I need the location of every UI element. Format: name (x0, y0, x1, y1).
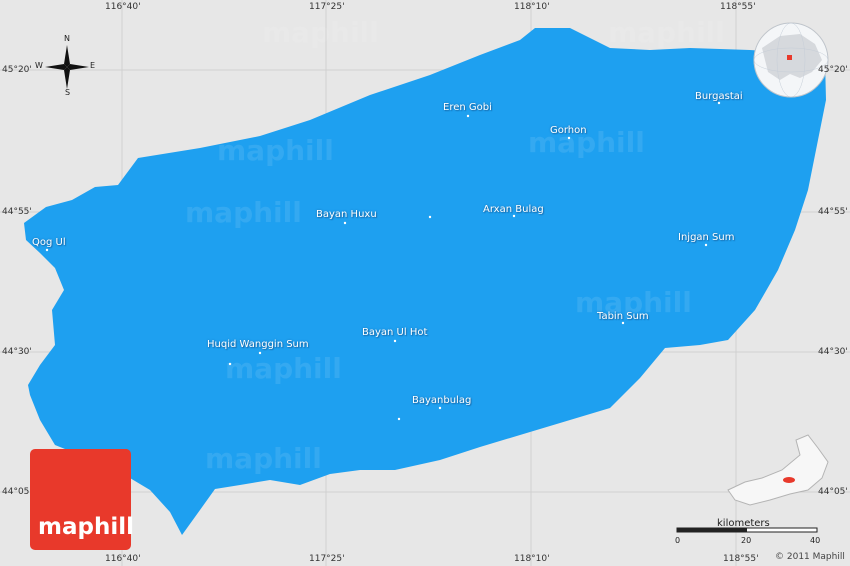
place-dot (393, 339, 397, 343)
place-dot (512, 214, 516, 218)
place-dot (45, 248, 49, 252)
grid-label-right: 45°20' (818, 65, 848, 75)
place-label[interactable]: Burgastai (695, 91, 743, 102)
place-dot (466, 114, 470, 118)
place-label[interactable]: Bayan Ul Hot (362, 327, 428, 338)
grid-label-right: 44°05' (818, 487, 848, 497)
grid-label-left: 44°30' (2, 347, 32, 357)
place-dot (621, 321, 625, 325)
grid-label-top: 117°25' (309, 2, 345, 12)
place-label[interactable]: Tabin Sum (597, 311, 649, 322)
place-dot (258, 351, 262, 355)
place-dot (717, 101, 721, 105)
globe-icon (753, 22, 829, 98)
watermark-text: maphill (608, 16, 725, 49)
grid-label-left: 45°20' (2, 65, 32, 75)
place-label[interactable]: Bayan Huxu (316, 209, 377, 220)
scale-title: kilometers (717, 518, 770, 529)
grid-label-right: 44°55' (818, 207, 848, 217)
compass-east: E (90, 61, 96, 70)
place-dot (704, 243, 708, 247)
grid-label-bottom: 118°55' (723, 554, 759, 564)
place-label[interactable]: Huqid Wanggin Sum (207, 339, 309, 350)
compass-south: S (65, 88, 71, 97)
place-dot (228, 362, 232, 366)
grid-label-bottom: 117°25' (309, 554, 345, 564)
watermark-text: maphill (225, 352, 342, 385)
watermark-text: maphill (205, 442, 322, 475)
place-label[interactable]: Qog Ul (32, 237, 66, 248)
place-label[interactable]: Gorhon (550, 125, 587, 136)
watermark-text: maphill (185, 196, 302, 229)
place-label[interactable]: Injgan Sum (678, 232, 735, 243)
region-shape[interactable] (24, 28, 826, 535)
grid-label-top: 118°55' (720, 2, 756, 12)
place-dot (428, 215, 432, 219)
scale-tick-label: 40 (810, 536, 821, 545)
watermark-text: maphill (575, 286, 692, 319)
compass-west: W (35, 61, 43, 70)
watermark-text: maphill (528, 126, 645, 159)
compass-north: N (64, 34, 70, 43)
watermark-text: maphill (217, 134, 334, 167)
place-dot (397, 417, 401, 421)
inset-locator-map (727, 434, 829, 506)
compass-rose-icon (45, 45, 89, 89)
watermark-text: maphill (262, 16, 379, 49)
place-label[interactable]: Arxan Bulag (483, 204, 544, 215)
scale-tick-label: 20 (741, 536, 752, 545)
grid-label-right: 44°30' (818, 347, 848, 357)
maphill-logo[interactable]: maphill (30, 449, 134, 550)
copyright-notice: © 2011 Maphill (775, 552, 845, 562)
place-label[interactable]: Bayanbulag (412, 395, 472, 406)
grid-label-bottom: 118°10' (514, 554, 550, 564)
grid-label-top: 116°40' (105, 2, 141, 12)
place-label[interactable]: Eren Gobi (443, 102, 492, 113)
place-markers (45, 101, 721, 421)
scale-tick-label: 0 (675, 536, 681, 545)
watermark-layer: maphill maphill maphill maphill maphill … (185, 16, 725, 475)
scale-bar (676, 527, 818, 533)
place-dot (343, 221, 347, 225)
grid-label-top: 118°10' (514, 2, 550, 12)
place-dot (438, 406, 442, 410)
logo-text: maphill (38, 514, 134, 540)
grid-label-left: 44°05' (2, 487, 32, 497)
grid-label-bottom: 116°40' (105, 554, 141, 564)
grid-label-left: 44°55' (2, 207, 32, 217)
place-dot (567, 136, 571, 140)
